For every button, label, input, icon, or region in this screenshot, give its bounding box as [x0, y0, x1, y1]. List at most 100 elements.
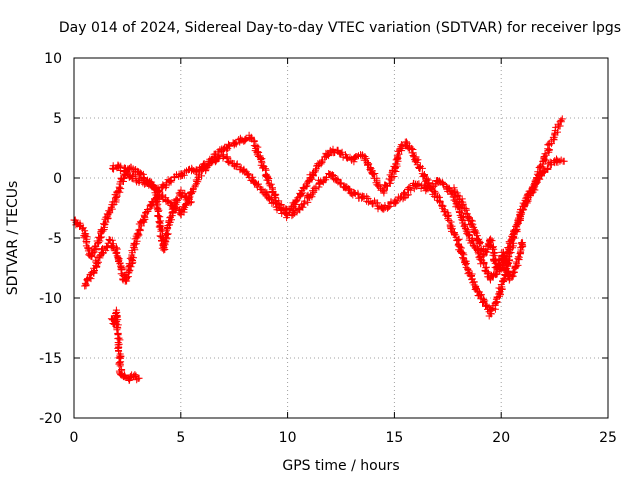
- data-point: [87, 252, 95, 260]
- data-point: [230, 139, 238, 147]
- data-point: [326, 146, 334, 154]
- data-point: [128, 256, 136, 264]
- y-tick-label: 5: [53, 111, 62, 127]
- y-tick-label: -15: [39, 351, 62, 367]
- data-point: [454, 240, 462, 248]
- data-point: [98, 248, 106, 256]
- data-point: [262, 170, 270, 178]
- data-point: [465, 215, 473, 223]
- series-track-2: [81, 115, 566, 290]
- data-point: [348, 156, 356, 164]
- x-tick-label: 25: [599, 430, 617, 446]
- data-point: [294, 205, 302, 213]
- series-track-5: [450, 184, 527, 284]
- data-point: [166, 176, 174, 184]
- y-tick-label: 10: [44, 51, 62, 67]
- data-point: [433, 178, 441, 186]
- data-point: [247, 133, 255, 141]
- data-point: [305, 176, 313, 184]
- data-point: [499, 277, 507, 285]
- x-tick-label: 10: [279, 430, 297, 446]
- data-point: [551, 131, 559, 139]
- data-point: [177, 188, 185, 196]
- data-point: [412, 155, 420, 163]
- data-point: [369, 170, 377, 178]
- series-track-1: [70, 131, 568, 320]
- data-point: [111, 320, 119, 328]
- data-point: [459, 200, 467, 208]
- data-point: [254, 148, 262, 156]
- series-track-4: [108, 161, 195, 254]
- data-point: [241, 136, 249, 144]
- data-point: [166, 199, 174, 207]
- data-point: [358, 193, 366, 201]
- data-point: [117, 265, 125, 273]
- data-point: [262, 191, 270, 199]
- data-point: [209, 157, 217, 165]
- axis-ticks: 0 5 10 15 20 25 -20 -15 -10 -5 0 5 10: [39, 51, 617, 446]
- data-point: [273, 203, 281, 211]
- data-point: [480, 251, 488, 259]
- y-tick-label: -10: [39, 291, 62, 307]
- data-point: [348, 188, 356, 196]
- data-point: [187, 167, 195, 175]
- x-tick-label: 5: [176, 430, 185, 446]
- y-tick-label: 0: [53, 171, 62, 187]
- data-point: [476, 290, 484, 298]
- data-point: [134, 374, 142, 382]
- data-point: [113, 308, 121, 316]
- data-point: [104, 210, 112, 218]
- data-point: [390, 167, 398, 175]
- data-point: [305, 193, 313, 201]
- data-markers: [71, 131, 568, 320]
- data-point: [220, 152, 228, 160]
- data-point: [337, 150, 345, 158]
- y-axis-label: SDTVAR / TECUs: [5, 181, 21, 296]
- data-point: [487, 310, 495, 318]
- data-point: [499, 248, 507, 256]
- data-point: [123, 169, 131, 177]
- data-point: [113, 192, 121, 200]
- data-point: [288, 203, 296, 211]
- data-point: [284, 211, 292, 219]
- data-point: [316, 179, 324, 187]
- chart-title: Day 014 of 2024, Sidereal Day-to-day VTE…: [59, 20, 621, 36]
- data-point: [422, 176, 430, 184]
- data-point: [412, 180, 420, 188]
- data-point: [177, 210, 185, 218]
- data-point: [444, 212, 452, 220]
- data-point: [140, 212, 148, 220]
- data-point: [121, 277, 129, 285]
- data-point: [493, 265, 501, 273]
- data-point: [444, 184, 452, 192]
- data-point: [487, 236, 495, 244]
- data-point: [187, 190, 195, 198]
- data-point: [422, 185, 430, 193]
- x-tick-label: 20: [492, 430, 510, 446]
- data-point: [187, 198, 195, 206]
- data-point: [96, 234, 104, 242]
- data-point: [296, 190, 304, 198]
- data-point: [540, 167, 548, 175]
- data-point: [482, 301, 490, 309]
- data-point: [380, 205, 388, 213]
- data-point: [130, 372, 138, 380]
- data-point: [177, 170, 185, 178]
- data-point: [369, 199, 377, 207]
- data-point: [160, 246, 168, 254]
- data-point: [506, 275, 514, 283]
- x-tick-label: 15: [385, 430, 403, 446]
- data-point: [403, 139, 411, 147]
- data-point: [326, 170, 334, 178]
- data-point: [519, 239, 527, 247]
- data-point: [512, 263, 520, 271]
- data-point: [151, 184, 159, 192]
- data-point: [108, 164, 116, 172]
- data-point: [198, 167, 206, 175]
- data-point: [89, 268, 97, 276]
- plot-area: [70, 115, 568, 384]
- data-point: [380, 187, 388, 195]
- data-point: [134, 176, 142, 184]
- data-point: [126, 376, 134, 384]
